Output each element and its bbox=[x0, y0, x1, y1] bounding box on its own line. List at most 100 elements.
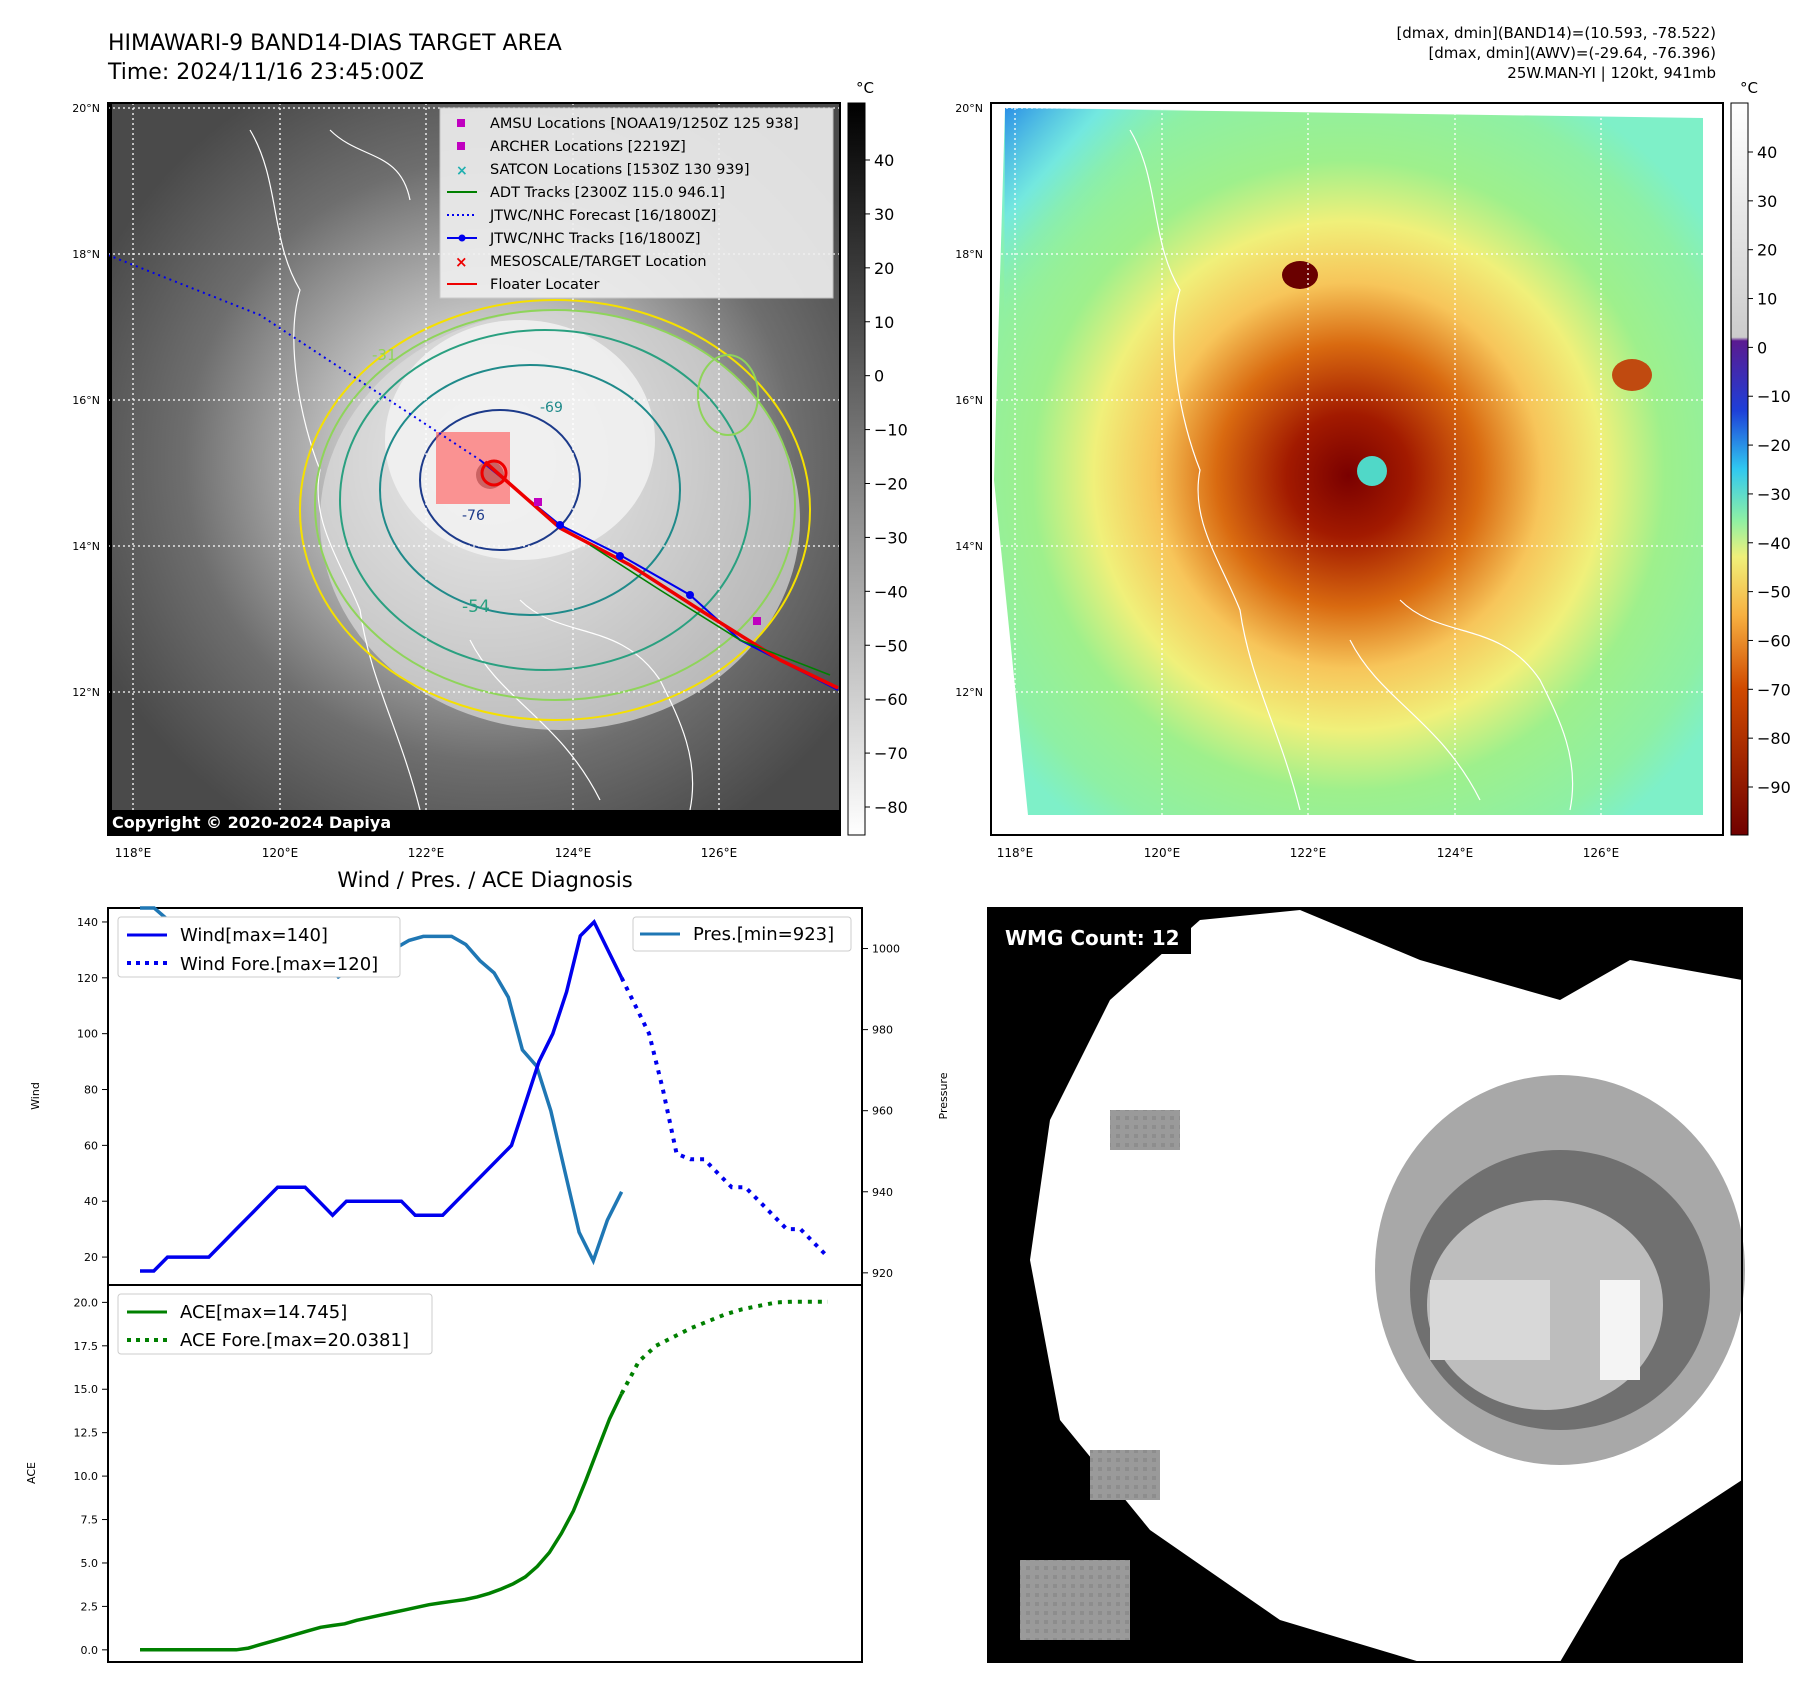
colorbar-tick-label: −80 bbox=[1757, 729, 1791, 748]
ace-ytick-label: 20.0 bbox=[74, 1296, 99, 1309]
colorbar-tick-label: −70 bbox=[874, 744, 908, 763]
legend-floater: Floater Locater bbox=[490, 277, 599, 293]
wv-map-panel bbox=[990, 102, 1724, 836]
ir-lat-labels: 20°N 18°N 16°N 14°N 12°N bbox=[72, 102, 100, 699]
legend-adt: ADT Tracks [2300Z 115.0 946.1] bbox=[490, 185, 725, 201]
ace-plot: 0.0 2.5 5.0 7.5 10.0 12.5 15.0 17.5 20.0 ACE ACE… bbox=[25, 1284, 863, 1663]
legend-marker-satcon: × bbox=[456, 163, 468, 179]
legend-marker-amsu bbox=[457, 119, 465, 127]
svg-text:18°N: 18°N bbox=[72, 248, 100, 261]
legend-target: MESOSCALE/TARGET Location bbox=[490, 254, 707, 270]
diagnosis-title: Wind / Pres. / ACE Diagnosis bbox=[337, 868, 632, 892]
wind-ytick-label: 140 bbox=[77, 916, 98, 929]
ace-ytick-label: 10.0 bbox=[74, 1470, 99, 1483]
svg-text:°C: °C bbox=[856, 79, 874, 97]
colorbar-tick-label: −30 bbox=[1757, 485, 1791, 504]
pressure-ytick-label: 980 bbox=[872, 1024, 893, 1037]
svg-text:14°N: 14°N bbox=[72, 540, 100, 553]
pressure-ytick-label: 920 bbox=[872, 1267, 893, 1280]
wind-pressure-plot: 20 40 60 80 100 120 140 920 940 960 980 1000 Wind … bbox=[29, 906, 950, 1286]
legend-wind: Wind[max=140] bbox=[180, 925, 328, 946]
colorbar-tick-label: −80 bbox=[874, 798, 908, 817]
colorbar-tick-label: 20 bbox=[1757, 241, 1777, 260]
colorbar-tick-label: −10 bbox=[874, 421, 908, 440]
svg-text:18°N: 18°N bbox=[955, 248, 983, 261]
pressure-ytick-label: 1000 bbox=[872, 943, 900, 956]
svg-text:126°E: 126°E bbox=[1583, 846, 1620, 860]
ace-ytick-label: 2.5 bbox=[81, 1600, 99, 1613]
colorbar-tick-label: −60 bbox=[874, 690, 908, 709]
wv-lon-labels: 118°E 120°E 122°E 124°E 126°E bbox=[997, 846, 1620, 860]
legend-ace-fore: ACE Fore.[max=20.0381] bbox=[180, 1330, 409, 1351]
pressure-ytick-label: 960 bbox=[872, 1105, 893, 1118]
ace-ytick-label: 0.0 bbox=[81, 1644, 99, 1657]
ace-ytick-label: 17.5 bbox=[74, 1340, 99, 1353]
wv-colorbar: °C 40 30 20 10 0 −10 −20 −30 −40 −50 −60 −70 −80 −90 bbox=[1730, 79, 1791, 836]
dmax-awv: [dmax, dmin](AWV)=(-29.64, -76.396) bbox=[1428, 44, 1716, 62]
colorbar-tick-label: −20 bbox=[1757, 436, 1791, 455]
svg-text:14°N: 14°N bbox=[955, 540, 983, 553]
wind-ytick-label: 80 bbox=[84, 1084, 98, 1097]
ace-ylabel: ACE bbox=[25, 1462, 38, 1484]
colorbar-tick-label: −90 bbox=[1757, 778, 1791, 797]
colorbar-tick-label: −40 bbox=[1757, 534, 1791, 553]
colorbar-tick-label: −70 bbox=[1757, 680, 1791, 699]
ace-line bbox=[140, 1392, 624, 1652]
dmax-band14: [dmax, dmin](BAND14)=(10.593, -78.522) bbox=[1396, 24, 1716, 42]
wmg-count: WMG Count: 12 bbox=[1005, 926, 1180, 950]
copyright: Copyright © 2020-2024 Dapiya bbox=[112, 813, 391, 832]
legend-forecast: JTWC/NHC Forecast [16/1800Z] bbox=[489, 208, 716, 224]
ir-legend: AMSU Locations [NOAA19/1250Z 125 938] AR… bbox=[439, 107, 834, 299]
contour-label: -54 bbox=[462, 597, 490, 617]
legend-satcon: SATCON Locations [1530Z 130 939] bbox=[490, 162, 749, 178]
svg-text:12°N: 12°N bbox=[72, 686, 100, 699]
colorbar-tick-label: 10 bbox=[1757, 290, 1777, 309]
svg-text:120°E: 120°E bbox=[262, 846, 299, 860]
colorbar-tick-label: 30 bbox=[1757, 192, 1777, 211]
contour-label: -76 bbox=[462, 508, 485, 524]
wmg-panel: WMG Count: 12 bbox=[987, 907, 1745, 1663]
wind-ytick-label: 60 bbox=[84, 1139, 98, 1152]
legend-wind-fore: Wind Fore.[max=120] bbox=[180, 954, 378, 975]
wind-ytick-label: 40 bbox=[84, 1195, 98, 1208]
wind-ytick-label: 100 bbox=[77, 1028, 98, 1041]
svg-text:20°N: 20°N bbox=[955, 102, 983, 115]
legend-marker-archer bbox=[457, 142, 465, 150]
svg-text:126°E: 126°E bbox=[701, 846, 738, 860]
pressure-legend: Pres.[min=923] bbox=[632, 916, 852, 952]
ir-lon-labels: 118°E 120°E 122°E 124°E 126°E bbox=[115, 846, 738, 860]
wind-forecast-line bbox=[619, 976, 830, 1259]
legend-ace: ACE[max=14.745] bbox=[180, 1302, 347, 1323]
ace-legend: ACE[max=14.745] ACE Fore.[max=20.0381] bbox=[117, 1293, 433, 1355]
wind-ylabel: Wind bbox=[29, 1082, 42, 1110]
colorbar-tick-label: −20 bbox=[874, 475, 908, 494]
legend-archer: ARCHER Locations [2219Z] bbox=[490, 139, 686, 155]
pressure-ylabel: Pressure bbox=[937, 1072, 950, 1119]
figure-title: HIMAWARI-9 BAND14-DIAS TARGET AREA bbox=[108, 31, 562, 56]
svg-text:122°E: 122°E bbox=[408, 846, 445, 860]
legend-amsu: AMSU Locations [NOAA19/1250Z 125 938] bbox=[490, 116, 799, 132]
ir-colorbar: °C 40 30 20 10 0 −10 −20 −30 −40 −50 −60 −70 −80 bbox=[847, 79, 908, 836]
pressure-ytick-label: 940 bbox=[872, 1186, 893, 1199]
svg-text:122°E: 122°E bbox=[1290, 846, 1327, 860]
wind-legend: Wind[max=140] Wind Fore.[max=120] bbox=[117, 916, 401, 978]
colorbar-tick-label: 20 bbox=[874, 259, 894, 278]
colorbar-tick-label: −60 bbox=[1757, 631, 1791, 650]
colorbar-tick-label: 0 bbox=[874, 367, 884, 386]
wind-ytick-label: 120 bbox=[77, 972, 98, 985]
colorbar-tick-label: −50 bbox=[874, 636, 908, 655]
svg-text:120°E: 120°E bbox=[1144, 846, 1181, 860]
ace-ytick-label: 12.5 bbox=[74, 1427, 99, 1440]
wind-line bbox=[140, 919, 624, 1273]
colorbar-tick-label: −30 bbox=[874, 528, 908, 547]
svg-text:°C: °C bbox=[1740, 79, 1758, 97]
wind-ytick-label: 20 bbox=[84, 1251, 98, 1264]
ir-map-panel: -31 -54 -76 -69 bbox=[107, 102, 841, 836]
wv-lat-labels: 20°N 18°N 16°N 14°N 12°N bbox=[955, 102, 983, 699]
colorbar-tick-label: −10 bbox=[1757, 387, 1791, 406]
colorbar-tick-label: 0 bbox=[1757, 338, 1767, 357]
colorbar-tick-label: 40 bbox=[874, 151, 894, 170]
ace-ytick-label: 5.0 bbox=[81, 1557, 99, 1570]
figure-time: Time: 2024/11/16 23:45:00Z bbox=[107, 60, 424, 85]
